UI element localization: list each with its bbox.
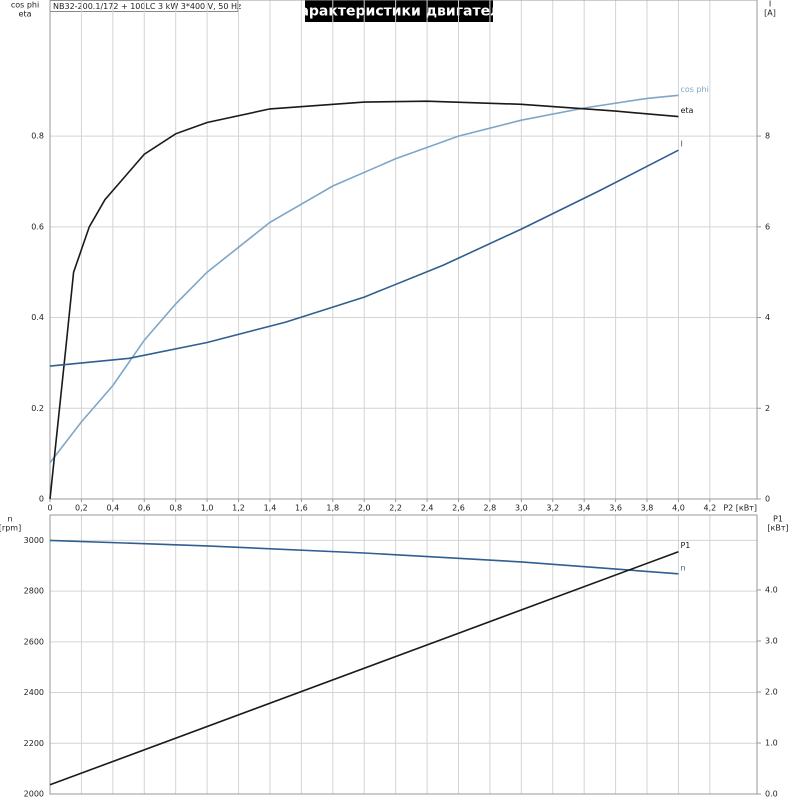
y2-tick-label: 2.0 — [765, 687, 778, 696]
x-tick-label: 4,2 — [703, 504, 716, 513]
y-tick-label: 2200 — [24, 739, 44, 748]
x-tick-label: 0 — [47, 504, 52, 513]
x-tick-label: 2,0 — [358, 504, 371, 513]
x-tick-label: 0,8 — [169, 504, 182, 513]
x-tick-label: 2,4 — [421, 504, 434, 513]
x-tick-label: 1,4 — [264, 504, 277, 513]
x-tick-label: 2,8 — [484, 504, 497, 513]
series-line — [49, 94, 679, 464]
y2-tick-label: 3.0 — [765, 636, 778, 645]
series-line — [49, 550, 679, 786]
series-line — [49, 539, 679, 575]
series-line — [49, 100, 679, 500]
y2-tick-label: 0 — [765, 495, 770, 504]
y2-tick-label: 8 — [765, 132, 770, 141]
y2-tick-label: 4.0 — [765, 585, 778, 594]
y-tick-label: 2000 — [24, 790, 44, 799]
x-tick-label: 0,2 — [75, 504, 88, 513]
y2-tick-label: 0.0 — [765, 790, 778, 799]
y-tick-label: 0.4 — [31, 313, 44, 322]
header-text: NB32-200.1/172 + 100LC 3 kW 3*400 V, 50 … — [53, 2, 241, 11]
y2-tick-label: 1.0 — [765, 738, 778, 747]
y-tick-label: 2600 — [24, 637, 44, 646]
x-tick-label: 0,4 — [106, 504, 119, 513]
series-label: I — [680, 140, 682, 149]
x-tick-label: 1,8 — [326, 504, 339, 513]
x-tick-label: 2,6 — [452, 504, 465, 513]
title-box — [305, 0, 493, 22]
y2-axis-label: [кВт] — [767, 524, 788, 533]
y-tick-label: 0.2 — [31, 404, 44, 413]
y-tick-label: 0.8 — [31, 132, 44, 141]
x-tick-label: 3,8 — [641, 504, 654, 513]
x-tick-label: 3,6 — [609, 504, 622, 513]
x-tick-label: 3,4 — [578, 504, 591, 513]
plot-frame — [49, 514, 758, 795]
y-tick-label: 2400 — [24, 688, 44, 697]
y-tick-label: 3000 — [24, 536, 44, 545]
y2-axis-label: [A] — [764, 9, 776, 18]
x-tick-label: 1,0 — [201, 504, 214, 513]
y2-axis-label: I — [769, 0, 771, 9]
x-tick-label: 4,0 — [672, 504, 685, 513]
series-label: P1 — [680, 541, 690, 550]
y2-axis-label: P1 — [773, 515, 783, 524]
y-axis-label: cos phi — [11, 1, 39, 10]
y-axis-label: eta — [19, 10, 32, 19]
x-tick-label: 0,6 — [138, 504, 151, 513]
x-tick-label: 1,6 — [295, 504, 308, 513]
y-axis-label: [rpm] — [0, 524, 21, 533]
y-axis-label: n — [7, 515, 12, 524]
series-label: n — [680, 563, 685, 572]
y-tick-label: 2800 — [24, 587, 44, 596]
x-tick-label: 3,2 — [546, 504, 559, 513]
y2-tick-label: 4 — [765, 313, 770, 322]
x-tick-label: 1,2 — [232, 504, 245, 513]
y-tick-label: 0.6 — [31, 222, 44, 231]
series-label: eta — [680, 106, 693, 115]
x-tick-label: 3,0 — [515, 504, 528, 513]
chart-title: Характеристики двигателя — [289, 4, 510, 20]
x-axis-label: P2 [кВт] — [723, 504, 757, 513]
plot-frame — [49, 0, 758, 500]
y2-tick-label: 2 — [765, 404, 770, 413]
series-label: cos phi — [680, 85, 708, 94]
x-tick-label: 2,2 — [389, 504, 402, 513]
y-tick-label: 0 — [39, 495, 44, 504]
y2-tick-label: 6 — [765, 222, 770, 231]
series-line — [49, 149, 679, 367]
